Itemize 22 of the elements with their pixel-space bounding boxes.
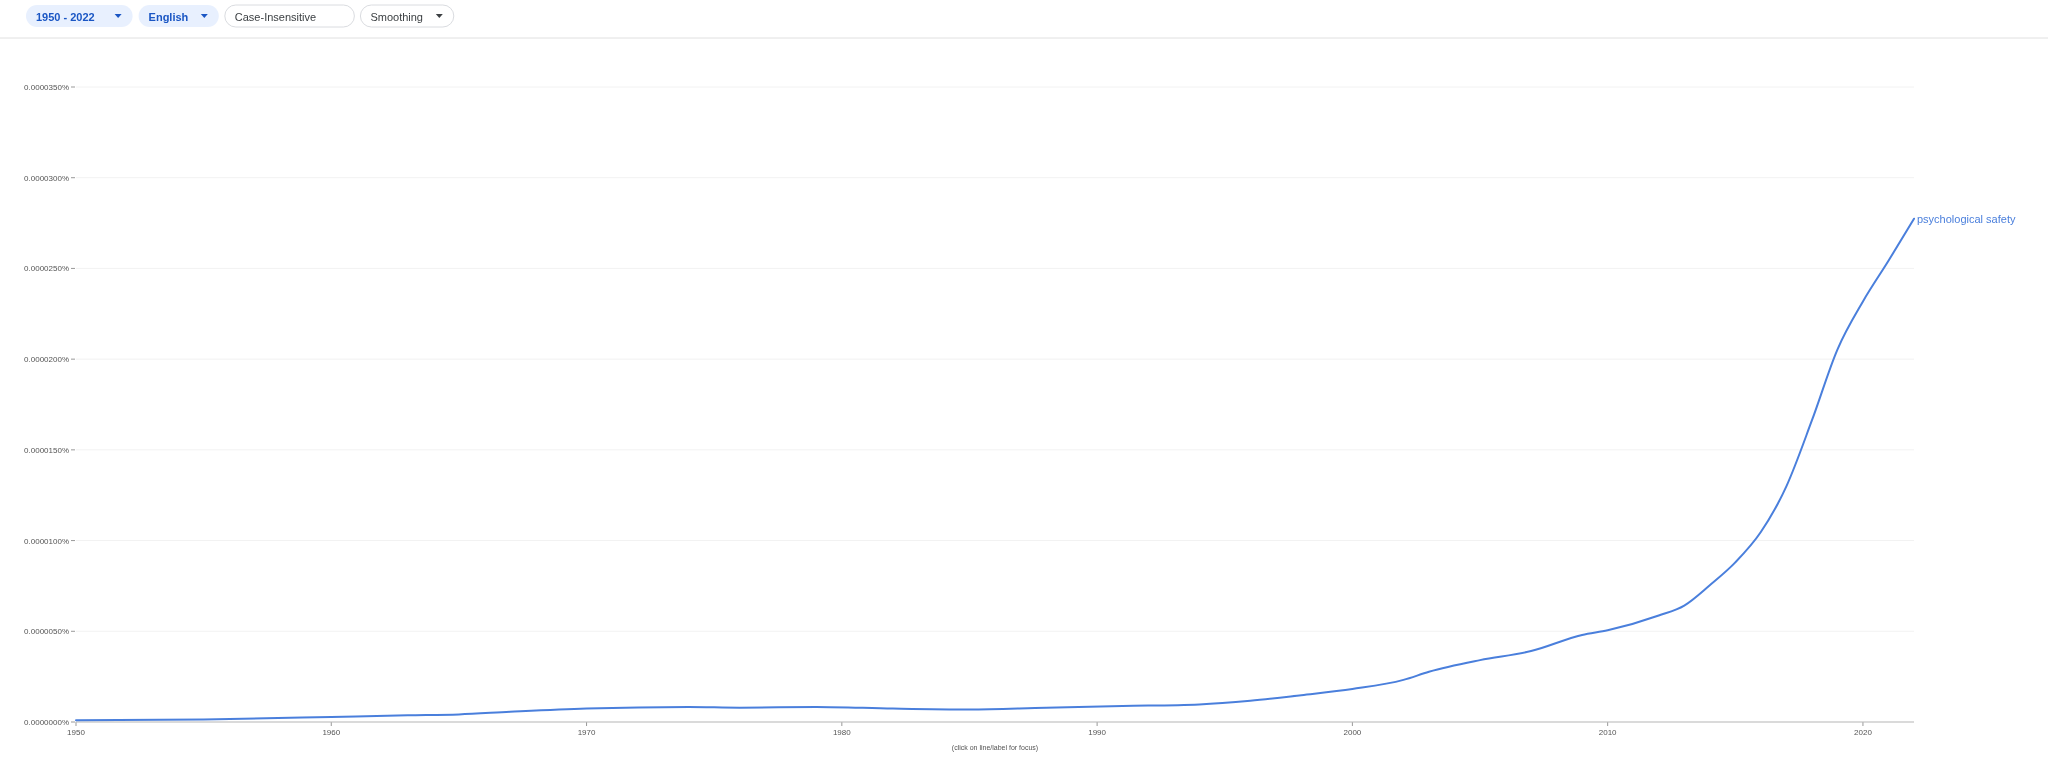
y-tick-label: 0.0000300% (24, 173, 69, 183)
y-tick-label: 0.0000200% (24, 355, 69, 365)
line-series (75, 217, 1915, 722)
x-tick-label: 1970 (577, 728, 596, 737)
y-tick-label: 0.0000150% (24, 445, 69, 455)
text: Smoothing (370, 10, 423, 23)
text: 1950 - 2022 (36, 10, 95, 23)
series-label: psychological safety (1917, 212, 2016, 225)
x-tick-label: 2000 (1343, 728, 1362, 737)
y-tick-label: 0.0000250% (24, 264, 69, 274)
x-tick-label: 1950 (67, 728, 86, 737)
text: Case-Insensitive (234, 10, 317, 23)
y-tick-label: 0.0000000% (24, 718, 69, 727)
x-tick-label: 1990 (1088, 728, 1107, 737)
y-tick-label: 0.0000100% (24, 536, 69, 546)
x-tick-label: 2010 (1598, 728, 1618, 737)
y-tick-label: 0.0000350% (24, 83, 69, 92)
y-tick-label: 0.0000050% (24, 627, 69, 637)
x-tick-label: 2020 (1854, 728, 1873, 737)
x-tick-label: 1980 (832, 728, 852, 737)
text: English (148, 10, 189, 23)
x-tick-label: 1960 (322, 728, 341, 737)
